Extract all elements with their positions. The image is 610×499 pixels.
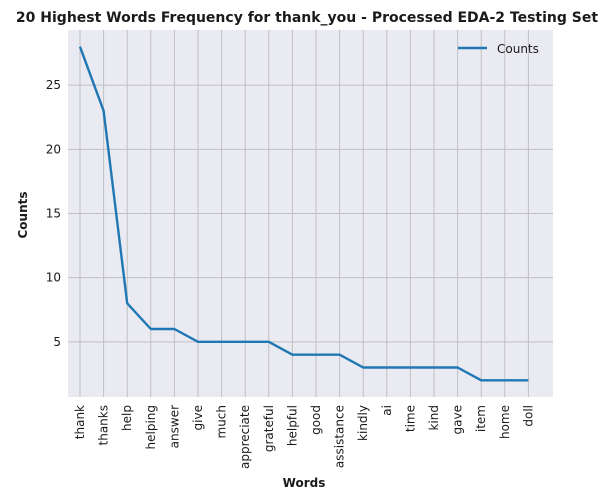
x-tick-label: give <box>191 405 205 430</box>
x-tick-label: home <box>498 405 512 439</box>
x-tick-label: answer <box>167 405 181 448</box>
x-tick-label: ai <box>380 405 394 416</box>
x-tick-label: item <box>474 405 488 432</box>
x-tick-label: thanks <box>97 405 111 445</box>
x-tick-label: time <box>403 405 417 432</box>
y-tick-label: 25 <box>46 78 61 92</box>
x-tick-label: kindly <box>356 405 370 441</box>
x-tick-label: appreciate <box>238 405 252 469</box>
y-tick-label: 15 <box>46 207 61 221</box>
series-line-counts <box>78 46 529 382</box>
y-tick-label: 5 <box>53 335 61 349</box>
y-axis-label: Counts <box>16 191 30 238</box>
legend-label: Counts <box>497 42 539 56</box>
x-tick-label: good <box>309 405 323 435</box>
x-axis-label: Words <box>283 476 326 490</box>
x-tick-label: gave <box>451 405 465 434</box>
grid-lines <box>68 30 553 397</box>
series-layer <box>78 46 529 382</box>
y-tick-label: 20 <box>46 142 61 156</box>
x-tick-label: grateful <box>262 405 276 452</box>
x-tick-label: assistance <box>333 405 347 468</box>
y-tick-label: 10 <box>46 271 61 285</box>
x-axis-ticks: thank thanks help helping answer give much appr… <box>73 405 535 469</box>
x-tick-label: much <box>215 405 229 439</box>
x-tick-label: helpful <box>285 405 299 446</box>
x-tick-label: help <box>120 405 134 431</box>
y-axis-ticks: 5 10 15 20 25 <box>46 78 61 349</box>
x-tick-label: helping <box>144 405 158 450</box>
legend: Counts <box>458 42 539 56</box>
chart-title: 20 Highest Words Frequency for thank_you… <box>16 10 598 26</box>
x-tick-label: thank <box>73 405 87 439</box>
x-tick-label: kind <box>427 405 441 431</box>
x-tick-label: doll <box>521 405 535 427</box>
